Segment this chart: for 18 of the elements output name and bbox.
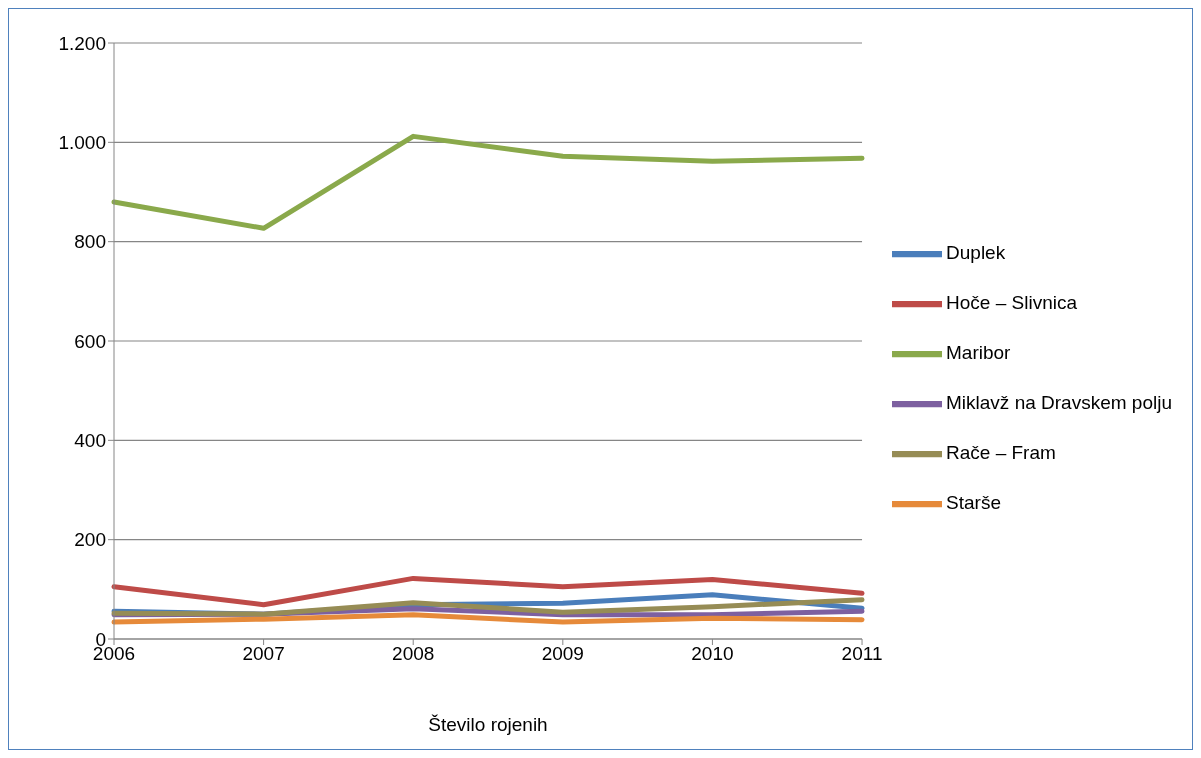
y-tick-label: 200 <box>74 529 106 551</box>
y-tick-label: 400 <box>74 430 106 452</box>
x-tick-label: 2007 <box>242 643 285 665</box>
legend-label: Starše <box>946 492 1001 514</box>
x-tick-label: 2008 <box>392 643 435 665</box>
legend-label: Maribor <box>946 342 1011 364</box>
legend-label: Duplek <box>946 242 1006 264</box>
x-tick-label: 2010 <box>691 643 734 665</box>
y-tick-label: 1.000 <box>58 132 106 154</box>
legend-label: Miklavž na Dravskem polju <box>946 392 1172 414</box>
y-tick-label: 1.200 <box>58 32 106 54</box>
legend-label: Rače – Fram <box>946 442 1056 464</box>
y-tick-label: 800 <box>74 231 106 253</box>
legend-label: Hoče – Slivnica <box>946 292 1077 314</box>
x-axis-title: Število rojenih <box>428 714 548 735</box>
x-tick-label: 2009 <box>541 643 584 665</box>
y-tick-label: 600 <box>74 330 106 352</box>
x-tick-label: 2011 <box>841 643 883 665</box>
